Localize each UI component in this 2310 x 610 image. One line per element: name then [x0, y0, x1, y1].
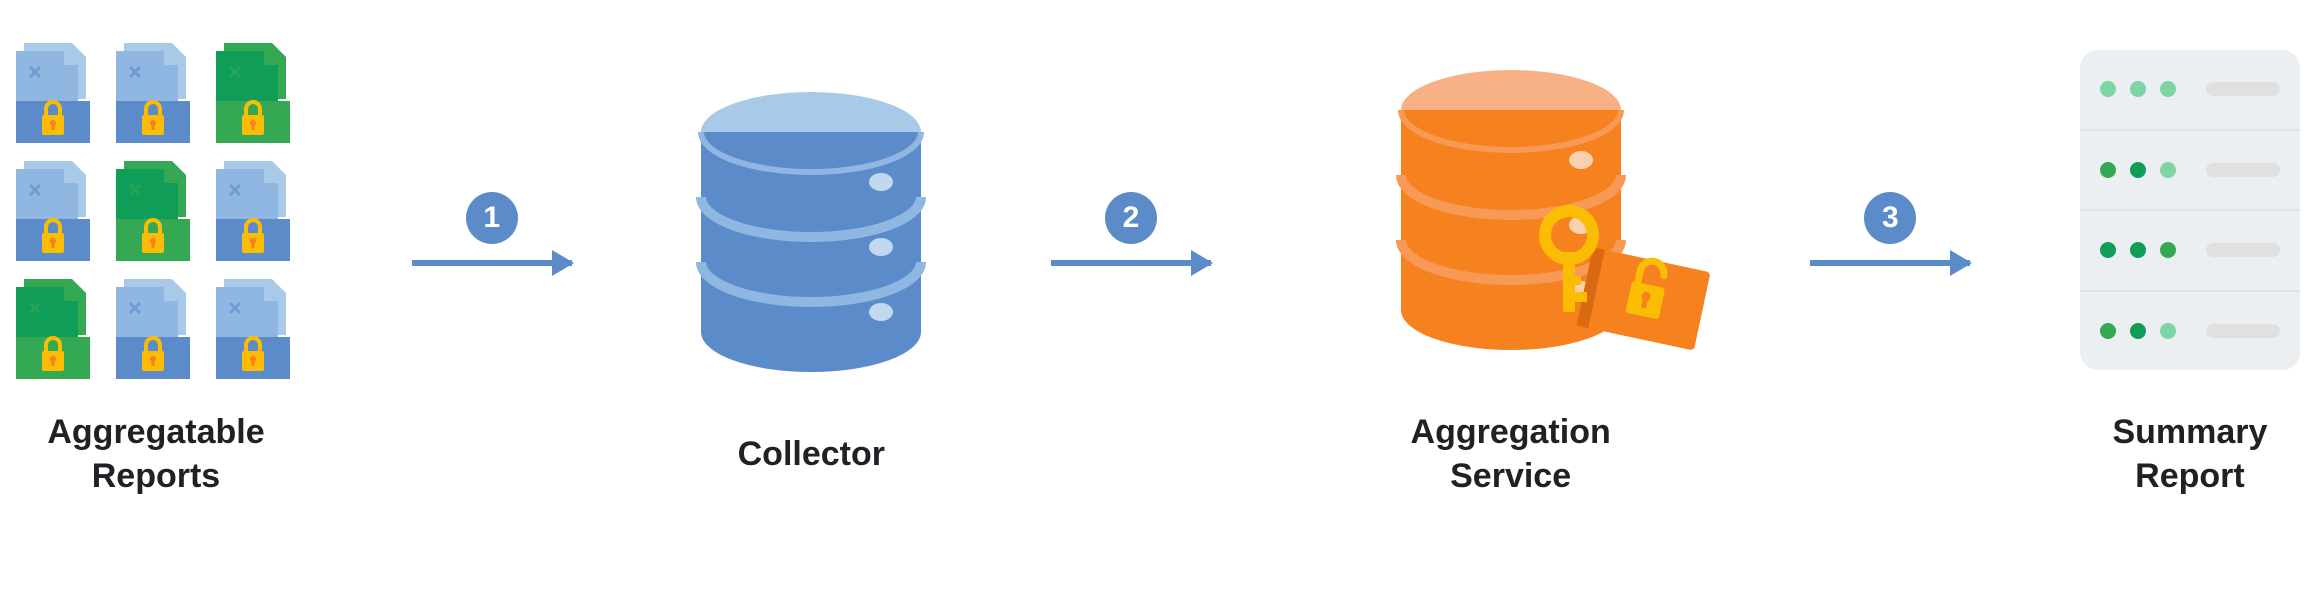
- arrow-line-3: [1810, 260, 1970, 266]
- server-led: [2160, 81, 2176, 97]
- collector-graphic: [681, 42, 941, 422]
- reports-graphic: [10, 20, 302, 400]
- server-bar: [2206, 243, 2280, 257]
- arrow-1: 1: [412, 192, 572, 266]
- server-led: [2100, 162, 2116, 178]
- flow-diagram: Aggregatable Reports 1 Collector 2: [10, 20, 2300, 498]
- server-bar: [2206, 163, 2280, 177]
- report-file-icon: [210, 155, 302, 265]
- summary-label: Summary Report: [2112, 410, 2267, 498]
- server-led: [2130, 323, 2146, 339]
- server-led: [2160, 323, 2176, 339]
- server-bar: [2206, 324, 2280, 338]
- report-file-icon: [110, 155, 202, 265]
- server-led: [2160, 242, 2176, 258]
- arrow-line-1: [412, 260, 572, 266]
- server-led: [2130, 242, 2146, 258]
- report-file-icon: [110, 37, 202, 147]
- server-led: [2130, 81, 2146, 97]
- arrow-3: 3: [1810, 192, 1970, 266]
- summary-graphic: [2080, 20, 2300, 400]
- server-led: [2100, 242, 2116, 258]
- collector-cylinder-icon: [681, 82, 941, 382]
- server-led: [2100, 81, 2116, 97]
- server-led: [2130, 162, 2146, 178]
- server-row: [2080, 211, 2300, 292]
- server-row: [2080, 292, 2300, 371]
- server-led: [2100, 323, 2116, 339]
- step-badge-1: 1: [466, 192, 518, 244]
- report-file-icon: [210, 273, 302, 383]
- step-badge-3: 3: [1864, 192, 1916, 244]
- report-file-icon: [10, 155, 102, 265]
- server-bar: [2206, 82, 2280, 96]
- stage-summary: Summary Report: [2080, 20, 2300, 498]
- server-row: [2080, 50, 2300, 131]
- aggregation-label: Aggregation Service: [1411, 410, 1611, 498]
- stage-reports: Aggregatable Reports: [10, 20, 302, 498]
- report-file-icon: [10, 37, 102, 147]
- report-file-icon: [210, 37, 302, 147]
- collector-label: Collector: [738, 432, 885, 476]
- arrow-line-2: [1051, 260, 1211, 266]
- arrow-2: 2: [1051, 192, 1211, 266]
- server-row: [2080, 131, 2300, 212]
- aggregation-graphic: [1321, 20, 1701, 400]
- reports-label: Aggregatable Reports: [47, 410, 264, 498]
- stage-collector: Collector: [681, 42, 941, 476]
- summary-server-icon: [2080, 50, 2300, 370]
- step-badge-2: 2: [1105, 192, 1157, 244]
- stage-aggregation: Aggregation Service: [1321, 20, 1701, 498]
- key-unlock-icon: [1531, 200, 1721, 370]
- report-file-icon: [10, 273, 102, 383]
- report-file-icon: [110, 273, 202, 383]
- server-led: [2160, 162, 2176, 178]
